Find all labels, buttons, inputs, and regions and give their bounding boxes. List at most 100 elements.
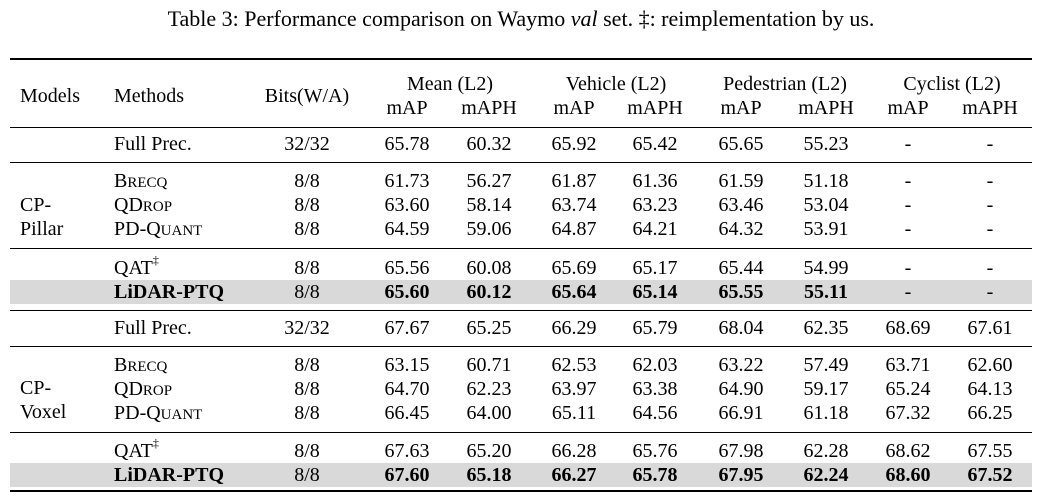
value-cell: 66.29 — [551, 317, 597, 339]
value-cell: 60.71 — [466, 354, 512, 376]
bits-cell: 8/8 — [294, 257, 320, 279]
header-subcol-6: mAP — [887, 97, 929, 119]
value-cell: - — [904, 170, 912, 192]
value-cell: 51.18 — [803, 170, 849, 192]
rule-pillar-end — [10, 310, 1032, 311]
table-row: BRECQ 8/8 63.15 60.71 62.53 62.03 63.22 57.49 63… — [0, 353, 1042, 377]
top-rule — [10, 58, 1032, 60]
model-label-pillar-line1: CP- — [20, 194, 52, 216]
method-cell: LiDAR-PTQ — [114, 281, 224, 303]
value-cell: 67.32 — [885, 402, 931, 424]
value-cell: 62.53 — [551, 354, 597, 376]
value-cell: 65.55 — [718, 281, 764, 303]
header-subcol-4: mAP — [720, 97, 762, 119]
method-cell: PD-QUANT — [114, 218, 203, 240]
value-cell: 65.79 — [632, 317, 678, 339]
value-cell: 61.36 — [632, 170, 678, 192]
value-cell: 65.78 — [632, 464, 678, 486]
value-cell: 68.60 — [885, 464, 931, 486]
bits-cell: 8/8 — [294, 170, 320, 192]
value-cell: 65.24 — [885, 378, 931, 400]
value-cell: 67.95 — [718, 464, 764, 486]
header-subcol-3: mAPH — [627, 97, 683, 119]
rule-pillar-ptq — [10, 248, 1032, 249]
header-rule — [10, 127, 1032, 128]
method-cell: Full Prec. — [114, 317, 192, 339]
header-group-pedestrian: Pedestrian (L2) — [723, 73, 847, 95]
value-cell: 64.32 — [718, 218, 764, 240]
header-models: Models — [20, 85, 80, 107]
value-cell: 63.46 — [718, 194, 764, 216]
bottom-rule — [10, 490, 1032, 492]
table-row: Full Prec. 32/32 67.67 65.25 66.29 65.79 68.04… — [0, 316, 1042, 340]
value-cell: 62.28 — [803, 440, 849, 462]
value-cell: 62.24 — [803, 464, 849, 486]
value-cell: 67.52 — [967, 464, 1013, 486]
method-cell: BRECQ — [114, 170, 168, 192]
value-cell: 67.67 — [384, 317, 430, 339]
value-cell: 65.92 — [551, 133, 597, 155]
value-cell: 64.59 — [384, 218, 430, 240]
model-label-pillar-line2: Pillar — [20, 218, 64, 240]
value-cell: - — [904, 281, 912, 303]
header-group-vehicle: Vehicle (L2) — [565, 73, 667, 95]
header-subcol-2: mAP — [553, 97, 595, 119]
value-cell: - — [904, 194, 912, 216]
bits-cell: 8/8 — [294, 402, 320, 424]
rule-voxel-ptq — [10, 432, 1032, 433]
value-cell: 64.00 — [466, 402, 512, 424]
table-row: QDROP 8/8 64.70 62.23 63.97 63.38 64.90 59.17 65… — [0, 377, 1042, 401]
value-cell: 68.62 — [885, 440, 931, 462]
value-cell: 63.15 — [384, 354, 430, 376]
value-cell: - — [904, 133, 912, 155]
value-cell: 65.42 — [632, 133, 678, 155]
header-subcol-7: mAPH — [962, 97, 1018, 119]
value-cell: - — [904, 218, 912, 240]
value-cell: 65.20 — [466, 440, 512, 462]
table-row: Full Prec. 32/32 65.78 60.32 65.92 65.42 65.65… — [0, 132, 1042, 156]
bits-cell: 8/8 — [294, 218, 320, 240]
value-cell: 65.69 — [551, 257, 597, 279]
header-methods: Methods — [114, 85, 184, 107]
value-cell: 67.61 — [967, 317, 1013, 339]
value-cell: 63.22 — [718, 354, 764, 376]
value-cell: 66.28 — [551, 440, 597, 462]
table-row: QAT‡ 8/8 65.56 60.08 65.69 65.17 65.44 54.99 - - — [0, 254, 1042, 280]
table-row: QAT‡ 8/8 67.63 65.20 66.28 65.76 67.98 62.28 68.… — [0, 436, 1042, 463]
bits-cell: 32/32 — [284, 317, 330, 339]
value-cell: 65.56 — [384, 257, 430, 279]
value-cell: 64.21 — [632, 218, 678, 240]
value-cell: 61.18 — [803, 402, 849, 424]
value-cell: - — [986, 281, 994, 303]
value-cell: 63.60 — [384, 194, 430, 216]
method-cell: PD-QUANT — [114, 402, 203, 424]
bits-cell: 8/8 — [294, 464, 320, 486]
value-cell: 65.76 — [632, 440, 678, 462]
value-cell: 60.12 — [466, 281, 512, 303]
value-cell: 64.13 — [967, 378, 1013, 400]
value-cell: 63.23 — [632, 194, 678, 216]
value-cell: - — [904, 257, 912, 279]
method-cell: BRECQ — [114, 354, 168, 376]
method-cell: QDROP — [114, 378, 173, 400]
method-cell: Full Prec. — [114, 133, 192, 155]
value-cell: 65.17 — [632, 257, 678, 279]
value-cell: 63.71 — [885, 354, 931, 376]
header-group-mean: Mean (L2) — [406, 73, 494, 95]
table-row: PD-QUANT 8/8 64.59 59.06 64.87 64.21 64.32 53.9… — [0, 217, 1042, 241]
method-cell: QAT‡ — [114, 436, 159, 462]
header-bits: Bits(W/A) — [264, 85, 350, 107]
value-cell: 53.91 — [803, 218, 849, 240]
model-label-voxel-line2: Voxel — [20, 401, 67, 423]
value-cell: - — [986, 194, 994, 216]
value-cell: 58.14 — [466, 194, 512, 216]
value-cell: 55.11 — [804, 281, 848, 303]
value-cell: - — [986, 218, 994, 240]
value-cell: 66.91 — [718, 402, 764, 424]
caption-italic: val — [570, 6, 598, 31]
bits-cell: 8/8 — [294, 378, 320, 400]
value-cell: 64.87 — [551, 218, 597, 240]
table-caption: Table 3: Performance comparison on Waymo… — [0, 6, 1042, 32]
value-cell: 57.49 — [803, 354, 849, 376]
value-cell: 61.87 — [551, 170, 597, 192]
